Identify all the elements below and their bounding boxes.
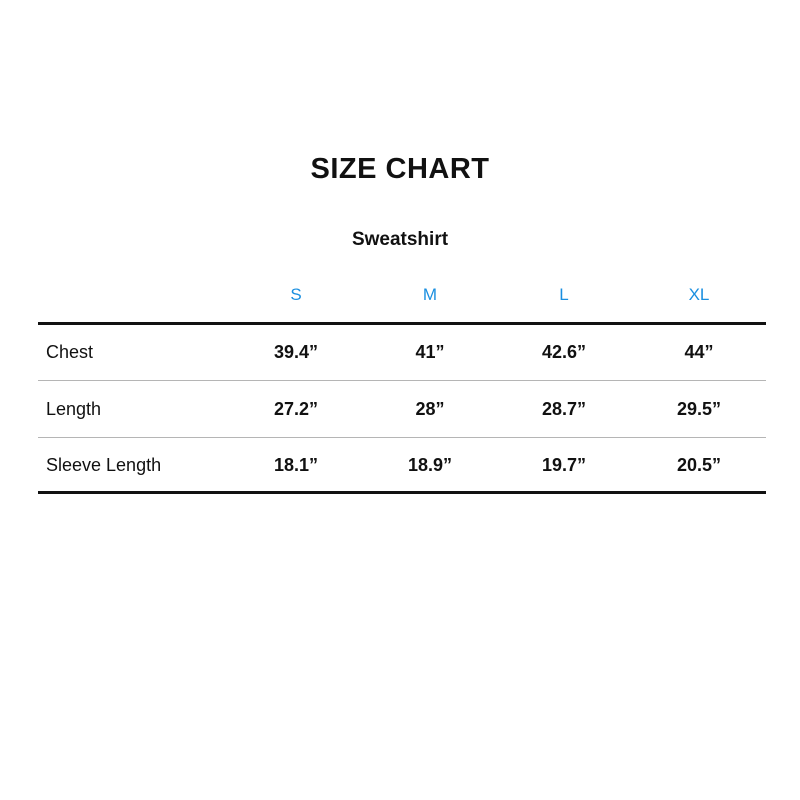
cell: 42.6” bbox=[541, 342, 587, 362]
product-subtitle: Sweatshirt bbox=[351, 229, 449, 250]
row-divider bbox=[38, 380, 766, 381]
cell: 28” bbox=[415, 399, 445, 419]
row-label: Chest bbox=[46, 342, 94, 362]
page-title: SIZE CHART bbox=[310, 153, 490, 185]
cell: 18.9” bbox=[407, 455, 453, 475]
row-divider bbox=[38, 437, 766, 438]
cell: 18.1” bbox=[273, 455, 319, 475]
size-header-xl: XL bbox=[688, 285, 710, 304]
table-top-rule bbox=[38, 322, 766, 325]
cell: 27.2” bbox=[273, 399, 319, 419]
cell: 20.5” bbox=[676, 455, 722, 475]
cell: 19.7” bbox=[541, 455, 587, 475]
size-header-m: M bbox=[422, 285, 438, 304]
cell: 28.7” bbox=[541, 399, 587, 419]
size-header-l: L bbox=[559, 285, 569, 304]
size-header-s: S bbox=[290, 285, 302, 304]
cell: 29.5” bbox=[676, 399, 722, 419]
cell: 39.4” bbox=[273, 342, 319, 362]
table-bottom-rule bbox=[38, 491, 766, 494]
row-label: Length bbox=[46, 399, 102, 419]
cell: 44” bbox=[684, 342, 714, 362]
cell: 41” bbox=[415, 342, 445, 362]
row-label: Sleeve Length bbox=[46, 455, 162, 475]
